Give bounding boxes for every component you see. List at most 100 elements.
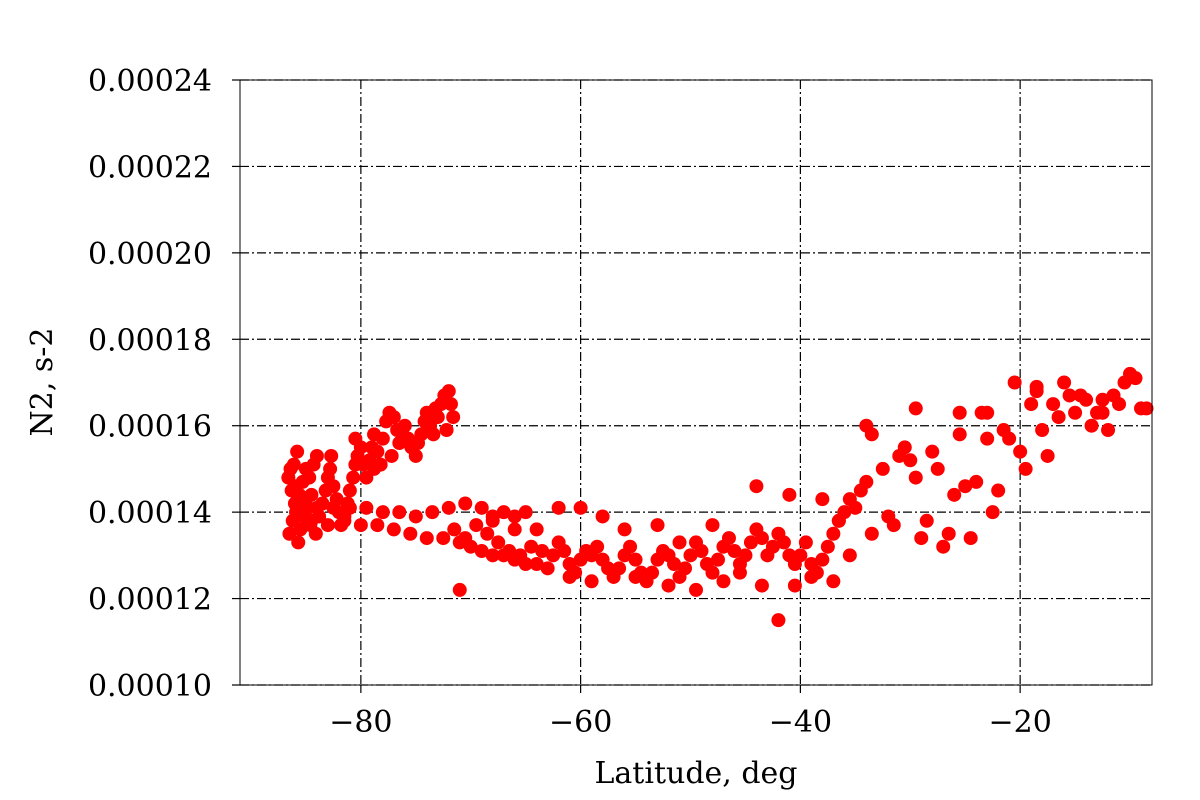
scatter-point [324, 448, 339, 463]
scatter-point [1051, 410, 1066, 425]
scatter-point [1029, 384, 1044, 399]
scatter-point [1095, 392, 1110, 407]
x-tick-label: −40 [769, 705, 832, 740]
scatter-point [749, 479, 764, 494]
scatter-point [908, 470, 923, 485]
scatter-point [820, 539, 835, 554]
scatter-point [1035, 423, 1050, 438]
scatter-point [474, 500, 489, 515]
scatter-point [1079, 392, 1094, 407]
scatter-point [738, 548, 753, 563]
scatter-point [985, 505, 1000, 520]
scatter-point [551, 500, 566, 515]
scatter-point [309, 500, 324, 515]
scatter-point [370, 444, 385, 459]
scatter-point [584, 574, 599, 589]
x-axis-label: Latitude, deg [594, 756, 797, 791]
scatter-point [612, 561, 627, 576]
scatter-point [842, 548, 857, 563]
scatter-point [941, 526, 956, 541]
scatter-point [426, 427, 441, 442]
scatter-point [628, 569, 643, 584]
scatter-point [452, 582, 467, 597]
scatter-point [754, 578, 769, 593]
scatter-point [367, 461, 382, 476]
scatter-point [826, 574, 841, 589]
scatter-point [645, 565, 660, 580]
scatter-point [716, 574, 731, 589]
x-tick-label: −20 [988, 705, 1051, 740]
scatter-point [282, 526, 297, 541]
scatter-point [326, 500, 341, 515]
scatter-point [980, 405, 995, 420]
scatter-point [392, 505, 407, 520]
scatter-point [320, 518, 335, 533]
scatter-point [672, 535, 687, 550]
scatter-point [689, 582, 703, 597]
scatter-point [859, 474, 874, 489]
scatter-point [480, 526, 495, 541]
scatter-point [831, 513, 846, 528]
scatter-point [436, 531, 451, 546]
scatter-point [546, 548, 561, 563]
scatter-point [875, 461, 890, 476]
scatter-point [428, 401, 443, 416]
scatter-point [304, 513, 319, 528]
scatter-point [793, 548, 808, 563]
scatter-point [1101, 423, 1116, 438]
y-tick-label: 0.00024 [88, 64, 212, 99]
scatter-point [743, 535, 758, 550]
scatter-point [375, 431, 390, 446]
scatter-point [447, 522, 462, 537]
scatter-point [384, 448, 399, 463]
scatter-point [727, 544, 742, 559]
scatter-point [952, 405, 967, 420]
scatter-point [408, 448, 423, 463]
axis-ticks: −80 −60 −40 −20 0.00010 0.00012 0.00014 0.00016… [88, 64, 1052, 740]
scatter-point [678, 561, 693, 576]
scatter-point [826, 526, 841, 541]
scatter-point [507, 522, 522, 537]
scatter-point [1084, 418, 1099, 433]
scatter-point [386, 410, 401, 425]
scatter-point [485, 513, 500, 528]
scatter-point [386, 522, 401, 537]
scatter-point [667, 557, 682, 571]
scatter-point [925, 444, 940, 459]
scatter-point [628, 552, 643, 567]
scatter-point [1007, 375, 1022, 390]
scatter-point [403, 526, 418, 541]
scatter-point [897, 440, 912, 455]
scatter-point [496, 505, 511, 520]
data-points [281, 366, 1154, 628]
scatter-point [721, 531, 736, 546]
scatter-point [776, 535, 791, 550]
scatter-point [991, 483, 1006, 498]
scatter-point [529, 522, 544, 537]
y-tick-label: 0.00018 [88, 323, 212, 358]
scatter-point [293, 496, 308, 511]
scatter-point [1013, 444, 1028, 459]
scatter-point [353, 518, 368, 533]
scatter-point [518, 505, 533, 520]
scatter-point [304, 487, 319, 502]
scatter-point [903, 453, 918, 468]
scatter-point [1128, 371, 1143, 386]
y-tick-label: 0.00022 [88, 150, 212, 185]
scatter-point [1057, 375, 1072, 390]
scatter-point [513, 548, 528, 563]
scatter-point [370, 518, 385, 533]
scatter-point [419, 531, 434, 546]
scatter-point [507, 509, 522, 524]
scatter-point [1040, 448, 1055, 463]
scatter-point [397, 418, 412, 433]
scatter-point [815, 552, 830, 567]
scatter-point [342, 483, 357, 498]
scatter-point [683, 548, 698, 563]
scatter-point [590, 539, 605, 554]
scatter-point [771, 613, 786, 628]
y-tick-label: 0.00020 [88, 237, 212, 272]
scatter-point [804, 569, 819, 584]
scatter-point [1112, 397, 1127, 412]
scatter-point [650, 518, 665, 533]
